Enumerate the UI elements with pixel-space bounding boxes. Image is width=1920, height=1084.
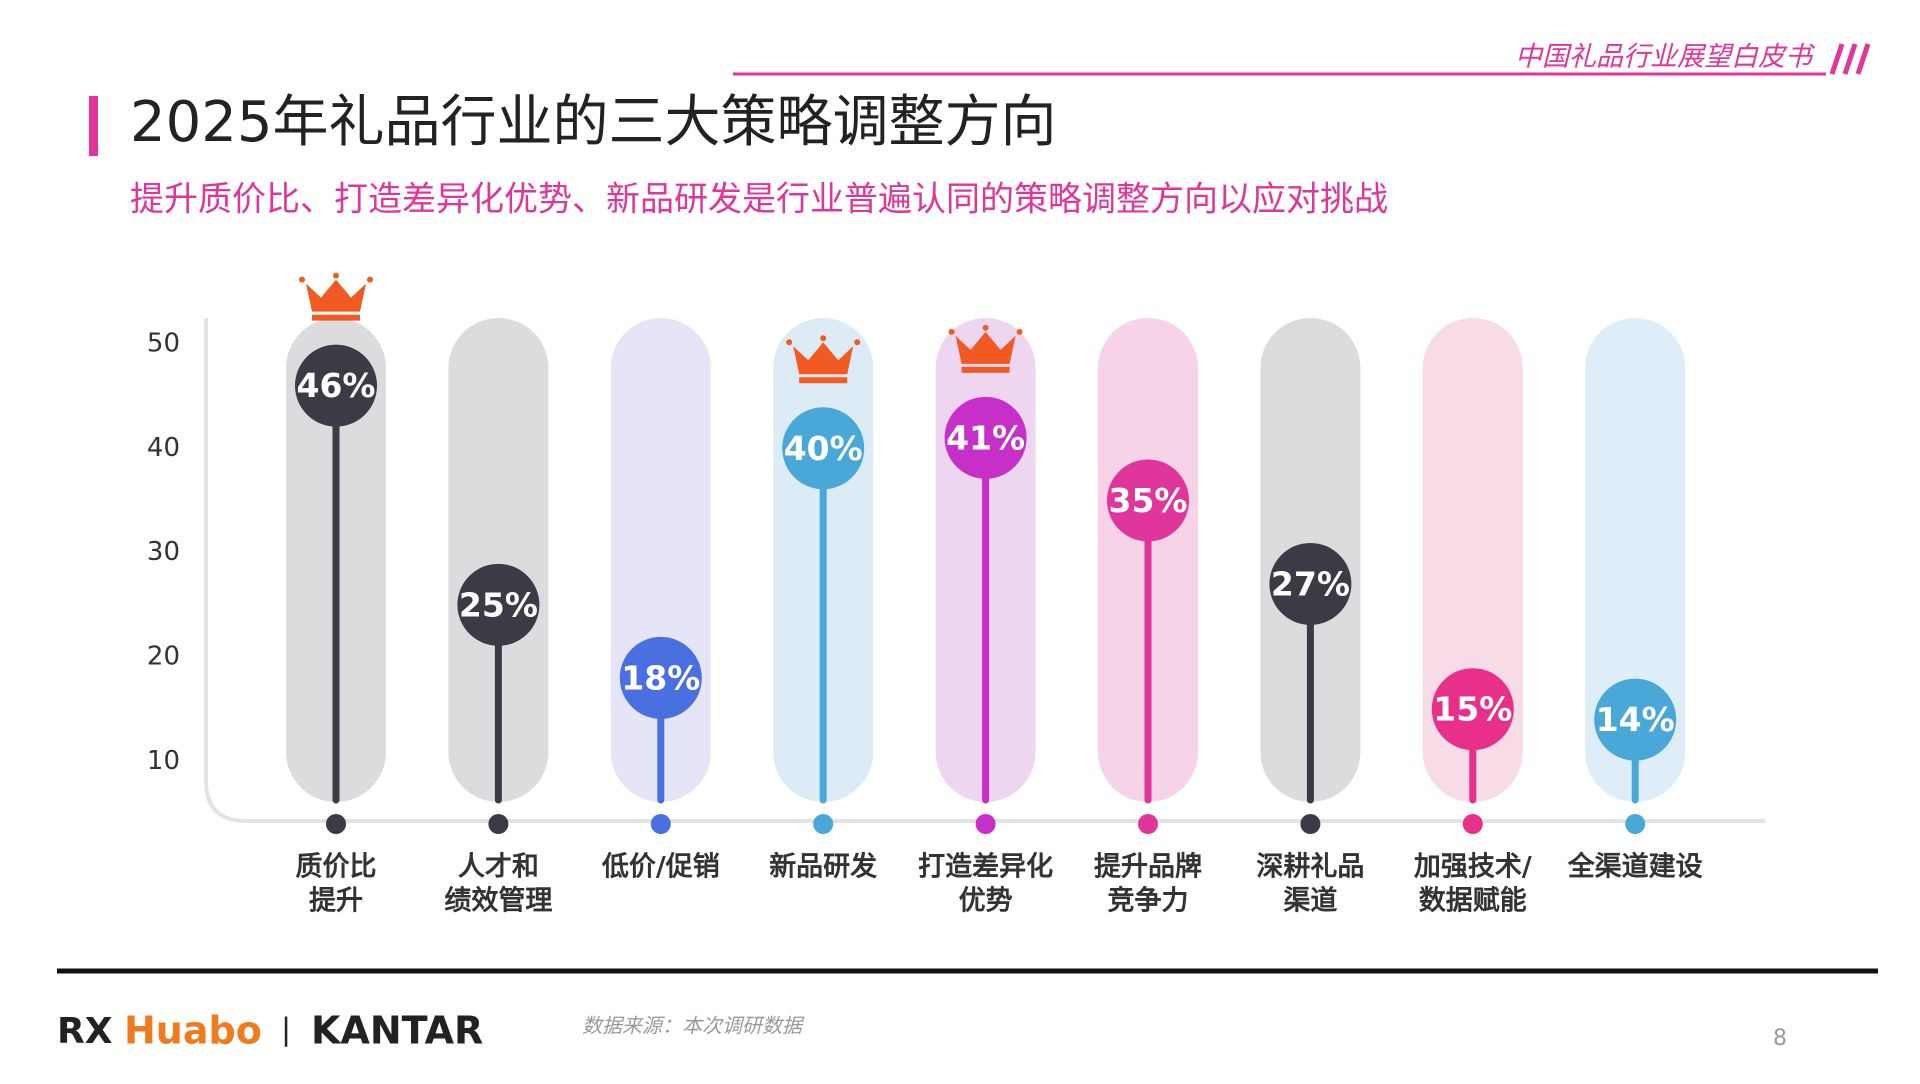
subtitle: 提升质价比、打造差异化优势、新品研发是行业普遍认同的策略调整方向以应对挑战	[130, 180, 1388, 220]
crown-jewel	[948, 328, 955, 335]
x-tick-label: 绩效管理	[444, 886, 552, 917]
value-label: 41%	[946, 418, 1025, 457]
axis-dot	[650, 814, 671, 834]
crown	[786, 335, 861, 384]
x-tick-label: 深耕礼品	[1256, 851, 1364, 883]
x-tick-label: 全渠道建设	[1567, 851, 1703, 883]
x-tick-label: 数据赋能	[1419, 885, 1527, 917]
x-tick-label: 新品研发	[769, 851, 877, 883]
axis-dot	[1300, 814, 1321, 834]
axis-dot	[488, 814, 509, 834]
band	[448, 318, 549, 802]
value-label: 27%	[1271, 564, 1350, 603]
lollipop-head	[457, 563, 540, 646]
axis-dot	[1625, 814, 1646, 834]
logo-kantar: KANTAR	[311, 1009, 483, 1053]
lollipop-head	[1269, 542, 1352, 625]
logo-huabo: Huabo	[124, 1009, 262, 1053]
value-label: 40%	[784, 429, 863, 468]
crown-base	[961, 366, 1010, 373]
crown-jewel	[1016, 328, 1023, 335]
y-tick-label: 50	[147, 328, 180, 358]
x-tick-label: 提升	[309, 886, 363, 917]
crown-jewel	[786, 339, 793, 346]
logo-rx: RX	[57, 1011, 113, 1052]
lollipop-head	[295, 344, 377, 427]
crown-jewel	[333, 272, 339, 279]
x-tick-label: 渠道	[1283, 885, 1337, 917]
lollipop-head	[1594, 678, 1677, 761]
lollipop-head	[1431, 668, 1514, 751]
band	[1585, 318, 1686, 802]
header-slashes	[1829, 43, 1871, 75]
crown	[948, 324, 1023, 373]
value-label: 14%	[1596, 700, 1675, 739]
y-tick-label: 10	[147, 746, 180, 776]
crown-base	[312, 314, 360, 321]
crown-shape	[955, 331, 1016, 364]
crown-jewel	[854, 339, 861, 346]
crown-jewel	[367, 276, 373, 283]
crown-jewel	[299, 276, 305, 283]
axis-dot	[1462, 814, 1483, 834]
y-tick-label: 30	[147, 537, 180, 567]
source: 数据来源：本次调研数据	[582, 1014, 805, 1038]
x-tick-label: 提升品牌	[1094, 852, 1202, 883]
crown-jewel	[982, 324, 989, 331]
value-label: 15%	[1433, 690, 1512, 729]
crown-base	[799, 377, 848, 384]
value-label: 18%	[621, 658, 700, 697]
axis-dot	[975, 814, 996, 834]
value-label: 35%	[1109, 481, 1188, 520]
x-tick-label: 打造差异化	[918, 851, 1053, 883]
lollipop-head	[619, 636, 702, 719]
crown-shape	[793, 342, 854, 375]
axis-dot	[813, 814, 834, 834]
x-tick-label: 加强技术/	[1414, 852, 1532, 883]
lollipop-head	[782, 407, 865, 490]
x-tick-label: 竞争力	[1108, 885, 1189, 917]
lollipop-head	[944, 396, 1027, 479]
report-name: 中国礼品行业展望白皮书	[1515, 42, 1816, 73]
axis	[204, 318, 1765, 823]
y-tick-label: 40	[147, 433, 180, 463]
y-tick-label: 20	[147, 642, 180, 672]
logo-separator: |	[281, 1013, 291, 1048]
title: 2025年礼品行业的三大策略调整方向	[130, 90, 1057, 155]
crown-jewel	[820, 335, 827, 342]
value-label: 46%	[297, 366, 376, 405]
lollipop-head	[1107, 459, 1189, 542]
axis-dot	[326, 814, 346, 834]
x-tick-label: 优势	[959, 886, 1013, 917]
crown	[299, 272, 373, 321]
x-tick-label: 人才和	[458, 852, 539, 883]
value-label: 25%	[459, 585, 538, 624]
x-tick-label: 质价比	[296, 852, 377, 883]
page-number: 8	[1773, 1026, 1787, 1051]
axis-dot	[1138, 814, 1158, 834]
crown-shape	[306, 279, 366, 312]
title-bar	[89, 96, 98, 156]
x-tick-label: 低价/促销	[601, 852, 720, 883]
